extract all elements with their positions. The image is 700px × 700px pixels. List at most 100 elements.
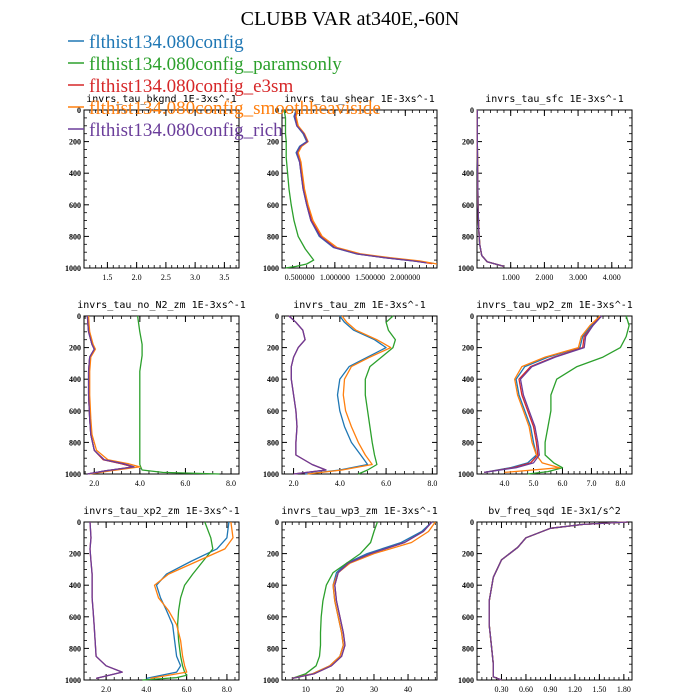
x-tick-label: 8.0 [222, 685, 232, 694]
y-tick-label: 0 [275, 312, 279, 321]
chart-panel: invrs_tau_wp2_zm 1E-3xs^-10 200 400 600 800 1… [458, 300, 633, 488]
panel-title: invrs_tau_sfc 1E-3xs^-1 [485, 94, 623, 105]
y-tick-label: 1000 [458, 264, 474, 273]
y-tick-label: 600 [69, 407, 81, 416]
x-tick-label: 3.0 [190, 273, 200, 282]
legend: flthist134.080configflthist134.080config… [68, 32, 381, 141]
legend-label: flthist134.080config_e3sm [89, 76, 293, 97]
page-title: CLUBB VAR at340E,-60N [241, 8, 460, 30]
series-line [86, 315, 135, 475]
chart-panel: invrs_tau_zm 1E-3xs^-1 0 200 400 600 800 1000 2… [263, 300, 438, 488]
series-line [527, 315, 630, 475]
series-line [488, 521, 628, 681]
x-tick-label: 30 [370, 685, 378, 694]
series-line [476, 110, 505, 268]
y-tick-label: 0 [275, 106, 279, 115]
panel-title: invrs_tau_xp2_zm 1E-3xs^-1 [83, 506, 240, 517]
series-line [488, 521, 628, 681]
chart-panel: invrs_tau_no_N2_zm 1E-3xs^-10 200 400 600 80… [65, 300, 246, 488]
series-line [87, 315, 141, 475]
y-tick-label: 800 [462, 438, 474, 447]
series-line [89, 521, 123, 680]
y-tick-label: 600 [267, 613, 279, 622]
series-line [89, 521, 123, 680]
panel-title: invrs_tau_no_N2_zm 1E-3xs^-1 [77, 300, 246, 311]
legend-label: flthist134.080config_rich [89, 120, 283, 141]
x-tick-label: 1.50 [592, 685, 606, 694]
x-tick-label: 1.000 [502, 273, 520, 282]
x-tick-label: 8.0 [226, 479, 236, 488]
panel-title: invrs_tau_wp2_zm 1E-3xs^-1 [476, 300, 633, 311]
x-tick-label: 1.20 [568, 685, 582, 694]
x-tick-label: 4.0 [135, 479, 145, 488]
y-tick-label: 1000 [263, 264, 279, 273]
y-tick-label: 200 [69, 550, 81, 559]
y-tick-label: 400 [69, 581, 81, 590]
plot-frame [476, 315, 633, 475]
panel-title: invrs_tau_zm 1E-3xs^-1 [293, 300, 425, 311]
x-tick-label: 8.0 [427, 479, 437, 488]
series-line [294, 109, 427, 264]
x-tick-label: 4.000 [603, 273, 621, 282]
y-tick-label: 0 [77, 312, 81, 321]
panel-grid: invrs_tau_bkgnd 1E-3xs^-1020040060080010… [65, 94, 633, 694]
y-tick-label: 400 [462, 169, 474, 178]
y-tick-label: 800 [267, 438, 279, 447]
series-line [288, 315, 327, 475]
series-line [476, 110, 505, 268]
x-tick-label: 2.5 [161, 273, 171, 282]
series-line [292, 521, 433, 680]
y-tick-label: 200 [462, 550, 474, 559]
series-line [292, 521, 436, 680]
y-tick-label: 600 [462, 201, 474, 210]
panel-title: invrs_tau_wp3_zm 1E-3xs^-1 [281, 506, 438, 517]
plot-frame [83, 315, 240, 475]
series-line [484, 315, 601, 474]
series-line [504, 315, 601, 474]
y-tick-label: 800 [69, 232, 81, 241]
series-line [307, 315, 392, 475]
x-tick-label: 0.30 [494, 685, 508, 694]
x-tick-label: 6.0 [182, 685, 192, 694]
x-tick-label: 7.0 [586, 479, 596, 488]
y-tick-label: 0 [470, 106, 474, 115]
y-tick-label: 1000 [65, 676, 81, 685]
y-tick-label: 1000 [458, 676, 474, 685]
x-tick-label: 5.0 [528, 479, 538, 488]
x-tick-label: 40 [404, 685, 412, 694]
panel-title: bv_freq_sqd 1E-3x1/s^2 [488, 506, 620, 517]
y-tick-label: 1000 [263, 470, 279, 479]
y-tick-label: 400 [69, 169, 81, 178]
x-tick-label: 3.000 [569, 273, 587, 282]
y-tick-label: 800 [462, 232, 474, 241]
series-line [476, 110, 505, 268]
y-tick-label: 600 [267, 201, 279, 210]
y-tick-label: 400 [267, 581, 279, 590]
chart-panel: invrs_tau_bkgnd 1E-3xs^-1 0 200 400 600 800 10… [65, 94, 240, 282]
chart-panel: bv_freq_sqd 1E-3x1/s^2 0 200 400 600 800 1000 0… [458, 506, 633, 694]
series-line [488, 521, 628, 681]
x-tick-label: 10 [302, 685, 310, 694]
series-line [283, 109, 315, 269]
y-tick-label: 400 [267, 169, 279, 178]
y-tick-label: 0 [470, 518, 474, 527]
legend-label: flthist134.080config_paramsonly [89, 54, 342, 75]
series-line [476, 110, 505, 268]
y-tick-label: 200 [267, 344, 279, 353]
y-tick-label: 0 [275, 518, 279, 527]
series-line [291, 521, 379, 680]
x-tick-label: 1.5 [102, 273, 112, 282]
y-tick-label: 600 [69, 201, 81, 210]
x-tick-label: 2.000000 [390, 273, 420, 282]
x-tick-label: 4.0 [500, 479, 510, 488]
y-tick-label: 400 [267, 375, 279, 384]
x-tick-label: 20 [336, 685, 344, 694]
chart-panel: invrs_tau_xp2_zm 1E-3xs^-10 200 400 600 800 1… [65, 506, 240, 694]
x-tick-label: 0.60 [519, 685, 533, 694]
y-tick-label: 400 [69, 375, 81, 384]
x-tick-label: 1.80 [617, 685, 631, 694]
series-line [142, 521, 214, 681]
series-line [488, 521, 628, 681]
